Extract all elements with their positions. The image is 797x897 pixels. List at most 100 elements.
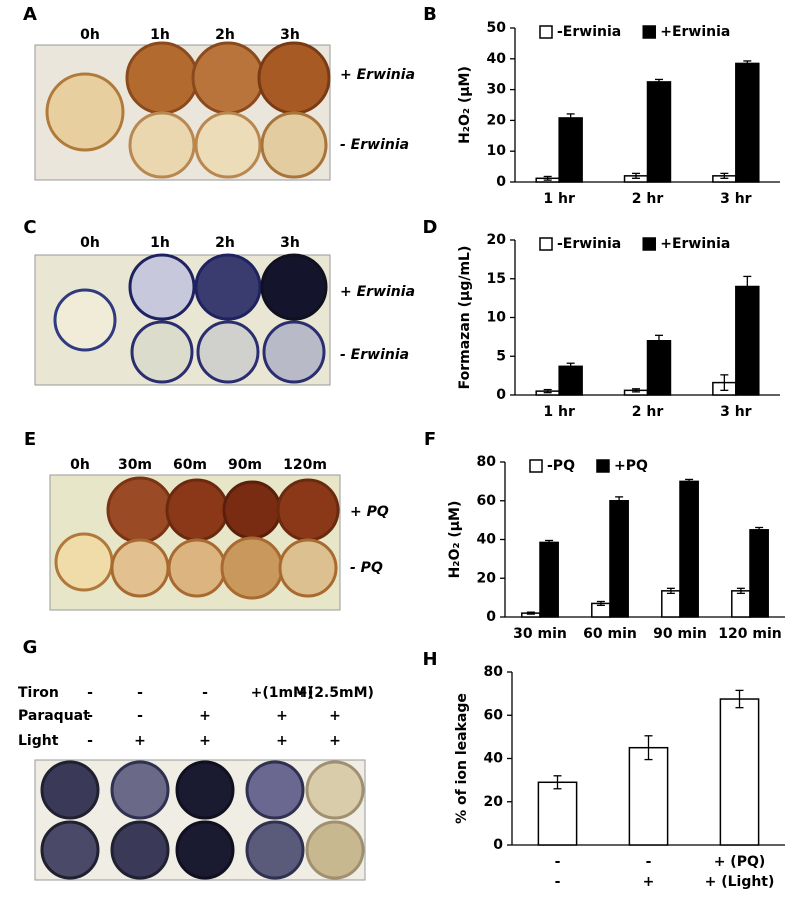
y-tick-label: 50 xyxy=(487,20,507,36)
leaf-disc xyxy=(175,760,235,820)
y-tick-label: 20 xyxy=(487,112,507,128)
leaf-disc xyxy=(305,760,365,820)
error-bar xyxy=(596,600,605,607)
bar xyxy=(609,500,629,618)
panel-letter: B xyxy=(423,4,437,25)
y-tick-label: 60 xyxy=(484,707,504,723)
y-tick-label: 60 xyxy=(477,493,497,509)
treatment-level: +(2.5mM) xyxy=(296,685,374,701)
bar xyxy=(679,480,699,618)
treatment-level: - xyxy=(87,733,93,749)
y-tick-label: 5 xyxy=(496,348,506,364)
leaf-disc xyxy=(222,480,282,540)
bar xyxy=(628,746,669,846)
time-label: 3h xyxy=(280,235,300,251)
x-tick-label: 2 hr xyxy=(632,191,664,207)
treatment-level: - xyxy=(87,708,93,724)
leaf-disc xyxy=(110,760,170,820)
leaf-disc xyxy=(220,536,284,600)
leaf-disc xyxy=(257,41,331,115)
y-tick-label: 40 xyxy=(477,532,497,548)
time-label: 2h xyxy=(215,235,235,251)
error-bar xyxy=(743,275,752,298)
x-tick-label: 1 hr xyxy=(543,404,575,420)
time-label: 1h xyxy=(150,27,170,43)
leaf-disc xyxy=(175,820,235,880)
bar xyxy=(735,285,760,396)
panel-letter: G xyxy=(23,637,38,658)
error-bar xyxy=(566,113,575,123)
y-tick-label: 10 xyxy=(487,143,507,159)
error-bar xyxy=(685,478,694,484)
error-bar xyxy=(735,689,744,709)
panel-letter: F xyxy=(424,429,436,450)
x-tick-label: 30 min xyxy=(513,626,567,642)
legend-swatch xyxy=(596,459,610,473)
x-tick-label: 2 hr xyxy=(632,404,664,420)
panel-letter: E xyxy=(24,429,36,450)
y-tick-label: 20 xyxy=(487,232,507,248)
panel-letter: D xyxy=(423,217,438,238)
legend-swatch xyxy=(529,459,543,473)
y-tick-label: 20 xyxy=(477,570,497,586)
time-label: 120m xyxy=(283,457,327,473)
leaf-disc xyxy=(305,820,365,880)
x-tick-label-2: + (Light) xyxy=(705,874,775,890)
error-bar xyxy=(736,587,745,595)
error-bar xyxy=(632,388,641,393)
treatment-level: + xyxy=(134,733,146,749)
y-tick-label: 80 xyxy=(484,664,504,680)
time-label: 3h xyxy=(280,27,300,43)
legend-swatch xyxy=(539,237,553,251)
treatment-name: Light xyxy=(18,733,59,749)
error-bar xyxy=(553,775,562,790)
treatment-level: + xyxy=(329,708,341,724)
x-tick-label: 60 min xyxy=(583,626,637,642)
leaf-disc xyxy=(110,538,170,598)
treatment-level: +(1mM) xyxy=(251,685,314,701)
x-tick-label: 90 min xyxy=(653,626,707,642)
y-tick-label: 0 xyxy=(486,609,496,625)
leaf-disc xyxy=(128,111,196,179)
y-axis-label: H₂O₂ (µM) xyxy=(447,501,463,579)
error-bar xyxy=(720,172,729,179)
x-tick-label: - xyxy=(646,854,652,870)
leaf-disc xyxy=(110,820,170,880)
leaf-disc xyxy=(194,111,262,179)
leaf-disc xyxy=(167,538,227,598)
bar xyxy=(719,698,760,846)
legend-swatch xyxy=(642,25,656,39)
legend-label: -Erwinia xyxy=(557,24,621,40)
leaf-disc xyxy=(45,72,125,152)
error-bar xyxy=(543,175,552,181)
time-label: 1h xyxy=(150,235,170,251)
leaf-disc xyxy=(276,478,340,542)
error-bar xyxy=(755,526,764,533)
treatment-level: + xyxy=(276,708,288,724)
row-label: - Erwinia xyxy=(340,347,409,363)
treatment-level: - xyxy=(87,685,93,701)
x-tick-label-2: - xyxy=(555,874,561,890)
leaf-disc xyxy=(191,41,265,115)
x-tick-label: 1 hr xyxy=(543,191,575,207)
bar xyxy=(558,117,583,183)
treatment-level: + xyxy=(199,708,211,724)
legend-swatch xyxy=(539,25,553,39)
legend-label: +PQ xyxy=(614,458,648,474)
leaf-disc xyxy=(40,820,100,880)
y-tick-label: 0 xyxy=(493,837,503,853)
bar xyxy=(731,590,751,618)
error-bar xyxy=(720,374,729,392)
leaf-disc xyxy=(262,320,326,384)
leaf-disc xyxy=(165,478,229,542)
leaf-disc xyxy=(245,760,305,820)
error-bar xyxy=(545,539,554,545)
y-tick-label: 0 xyxy=(496,174,506,190)
bar xyxy=(646,81,672,183)
y-tick-label: 10 xyxy=(487,310,507,326)
error-bar xyxy=(743,60,752,67)
bar xyxy=(735,62,760,183)
treatment-level: - xyxy=(202,685,208,701)
y-tick-label: 20 xyxy=(484,794,504,810)
error-bar xyxy=(644,735,653,761)
